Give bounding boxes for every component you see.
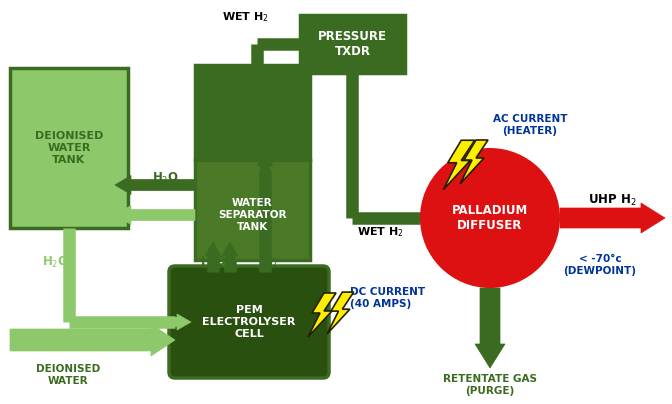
Polygon shape bbox=[115, 175, 195, 194]
Text: H$_2$: H$_2$ bbox=[262, 255, 278, 269]
Text: WET H$_2$: WET H$_2$ bbox=[357, 225, 403, 239]
Polygon shape bbox=[115, 206, 195, 225]
FancyBboxPatch shape bbox=[169, 266, 329, 378]
Polygon shape bbox=[257, 152, 273, 170]
Text: H$_2$O: H$_2$O bbox=[152, 170, 179, 185]
Polygon shape bbox=[10, 324, 175, 356]
Polygon shape bbox=[460, 140, 488, 184]
Text: WET H$_2$: WET H$_2$ bbox=[222, 10, 268, 24]
Text: < -70°c
(DEWPOINT): < -70°c (DEWPOINT) bbox=[564, 254, 636, 276]
Polygon shape bbox=[475, 288, 505, 368]
Polygon shape bbox=[222, 242, 238, 260]
Text: AC CURRENT
(HEATER): AC CURRENT (HEATER) bbox=[493, 114, 567, 136]
Text: H$_2$O: H$_2$O bbox=[42, 255, 69, 269]
Text: DEIONISED
WATER
TANK: DEIONISED WATER TANK bbox=[35, 131, 103, 164]
Polygon shape bbox=[205, 242, 221, 260]
Text: UHP H$_2$: UHP H$_2$ bbox=[588, 192, 636, 208]
Text: PRESSURE
TXDR: PRESSURE TXDR bbox=[318, 30, 387, 58]
Polygon shape bbox=[298, 36, 316, 52]
Text: WATER
SEPARATOR
TANK: WATER SEPARATOR TANK bbox=[218, 198, 287, 231]
Polygon shape bbox=[444, 140, 474, 190]
Ellipse shape bbox=[420, 148, 560, 288]
Text: DC CURRENT
(40 AMPS): DC CURRENT (40 AMPS) bbox=[350, 287, 425, 309]
FancyBboxPatch shape bbox=[195, 65, 310, 160]
FancyBboxPatch shape bbox=[10, 68, 128, 228]
Text: H$_2$O: H$_2$O bbox=[200, 255, 226, 269]
Polygon shape bbox=[173, 314, 191, 330]
FancyBboxPatch shape bbox=[195, 160, 310, 260]
FancyBboxPatch shape bbox=[300, 15, 405, 73]
Text: DEIONISED
WATER: DEIONISED WATER bbox=[36, 364, 100, 386]
Text: RETENTATE GAS
(PURGE): RETENTATE GAS (PURGE) bbox=[443, 374, 537, 396]
Polygon shape bbox=[560, 203, 665, 233]
Polygon shape bbox=[327, 292, 353, 334]
Polygon shape bbox=[418, 210, 436, 226]
Text: PALLADIUM
DIFFUSER: PALLADIUM DIFFUSER bbox=[452, 204, 528, 232]
Polygon shape bbox=[308, 293, 336, 337]
Text: PEM
ELECTROLYSER
CELL: PEM ELECTROLYSER CELL bbox=[202, 305, 296, 339]
